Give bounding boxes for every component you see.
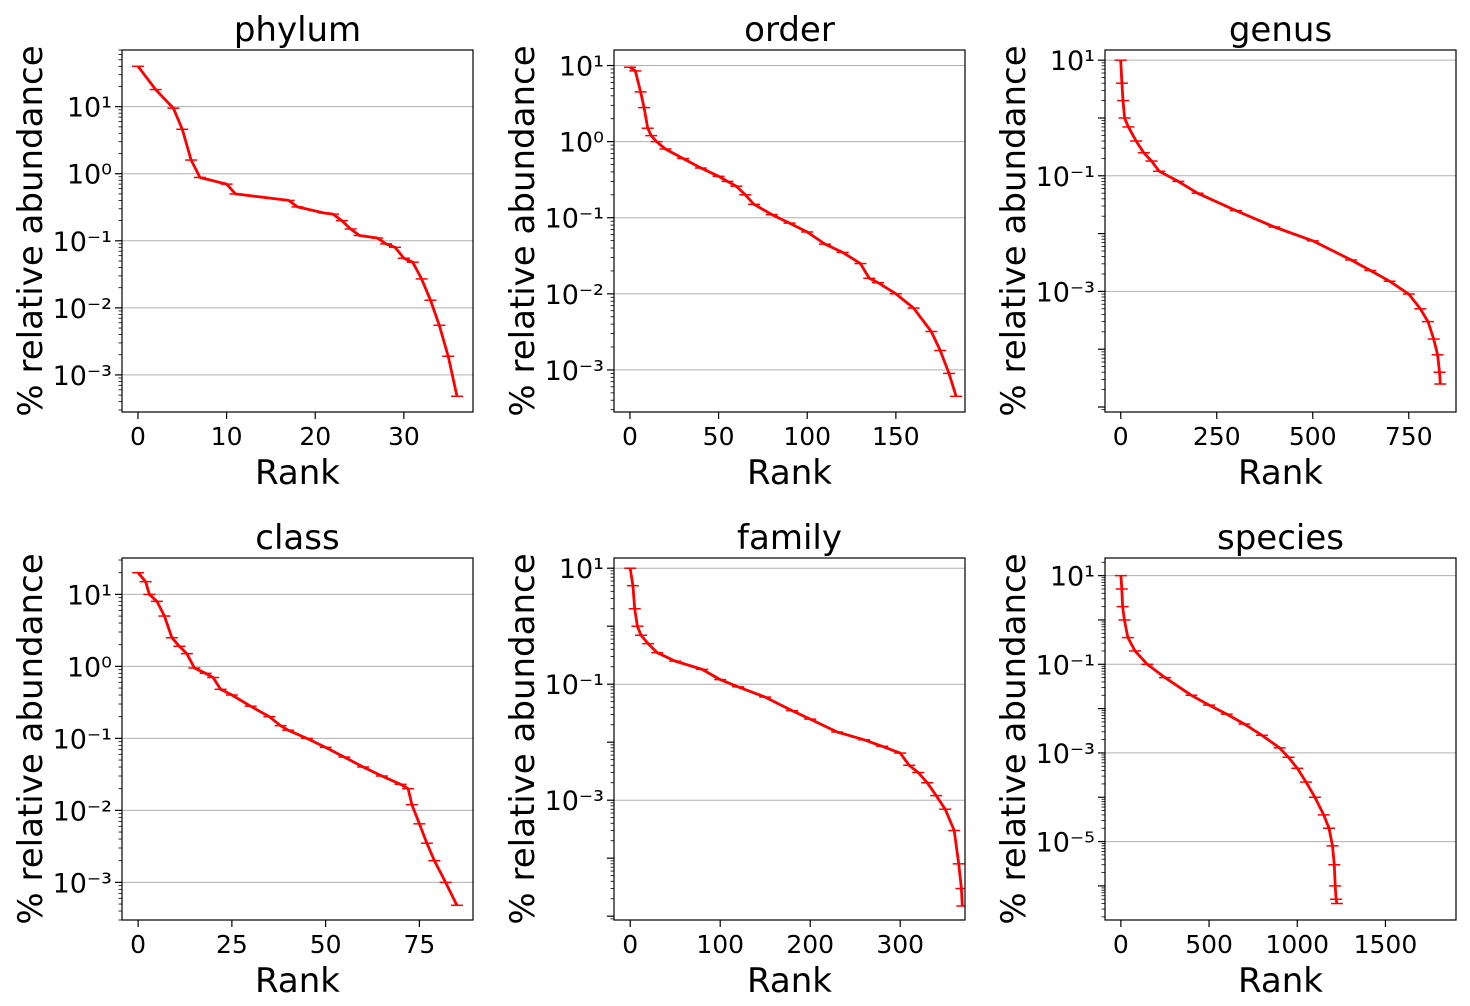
y-tick-label: 10⁻²	[53, 796, 112, 827]
y-tick-label: 10¹	[559, 554, 604, 585]
y-tick-label: 10¹	[67, 580, 112, 611]
y-axis-label: % relative abundance	[503, 45, 543, 416]
panel-class: 10⁻³ 10⁻² 10⁻¹ 10⁰ 10¹ 0 25 50 75 class Rank % rela…	[11, 518, 474, 1001]
y-tick-label: 10¹	[1050, 46, 1095, 77]
y-tick-label: 10⁻¹	[53, 724, 112, 755]
x-tick-label: 300	[876, 930, 924, 959]
axes-frame	[1104, 49, 1457, 413]
x-tick-label: 50	[310, 930, 342, 959]
x-tick-label: 100	[696, 930, 744, 959]
x-axis-label: Rank	[1238, 961, 1323, 1001]
axes-frame	[613, 49, 966, 413]
y-tick-label: 10⁰	[67, 652, 112, 683]
x-tick-label: 75	[403, 930, 435, 959]
y-axis-label: % relative abundance	[994, 553, 1034, 924]
panel-family: 10⁻³ 10⁻¹ 10¹ 0 100 200 300 family Rank % relativ…	[503, 518, 966, 1001]
series-line	[1119, 575, 1339, 904]
x-tick-label: 200	[786, 930, 834, 959]
x-tick-label: 250	[1193, 422, 1241, 451]
y-tick-label: 10⁻¹	[1036, 650, 1095, 681]
x-axis-label: Rank	[255, 961, 340, 1001]
x-tick-label: 0	[622, 422, 638, 451]
chart-title: phylum	[234, 10, 361, 50]
y-tick-label: 10⁻¹	[545, 670, 604, 701]
panel-species: 10⁻⁵ 10⁻³ 10⁻¹ 10¹ 0 500 1000 1500 species Rank % …	[994, 518, 1457, 1001]
x-axis-label: Rank	[1238, 453, 1323, 493]
y-tick-label: 10⁻¹	[545, 204, 604, 235]
y-tick-label: 10¹	[559, 52, 604, 83]
y-tick-label: 10⁻³	[1036, 739, 1095, 770]
x-tick-label: 1500	[1354, 930, 1418, 959]
series	[1114, 574, 1343, 905]
axes-frame	[1104, 557, 1457, 921]
x-axis-label: Rank	[747, 961, 832, 1001]
x-tick-label: 500	[1289, 422, 1337, 451]
x-tick-label: 0	[1113, 930, 1129, 959]
y-tick-label: 10⁻³	[1036, 277, 1095, 308]
x-tick-label: 0	[130, 930, 146, 959]
y-axis-label: % relative abundance	[11, 553, 51, 924]
series-line	[137, 571, 459, 906]
y-tick-label: 10¹	[67, 93, 112, 124]
x-tick-label: 1000	[1265, 930, 1329, 959]
x-tick-label: 25	[216, 930, 248, 959]
x-axis-label: Rank	[747, 453, 832, 493]
panel-genus: 10⁻³ 10⁻¹ 10¹ 0 250 500 750 genus Rank % relative…	[994, 10, 1457, 493]
y-tick-label: 10⁰	[67, 160, 112, 191]
x-tick-label: 20	[299, 422, 331, 451]
y-tick-label: 10⁻³	[53, 361, 112, 392]
series	[132, 571, 463, 907]
y-tick-label: 10⁻¹	[53, 227, 112, 258]
panel-order: 10⁻³ 10⁻² 10⁻¹ 10⁰ 10¹ 0 50 100 150 order Rank % re…	[503, 10, 966, 493]
series	[623, 66, 963, 398]
series-line	[136, 65, 459, 397]
x-tick-label: 150	[872, 422, 920, 451]
axes-frame	[121, 49, 474, 413]
x-tick-label: 30	[388, 422, 420, 451]
y-tick-label: 10⁻²	[545, 280, 604, 311]
series-line	[1119, 60, 1442, 385]
y-axis-label: % relative abundance	[994, 45, 1034, 416]
y-tick-label: 10⁰	[559, 128, 604, 159]
series-line	[629, 66, 958, 397]
x-tick-label: 0	[1113, 422, 1129, 451]
y-tick-label: 10⁻³	[53, 868, 112, 899]
x-tick-label: 0	[130, 422, 146, 451]
axes-frame	[121, 557, 474, 921]
chart-title: order	[744, 10, 835, 50]
chart-title: class	[255, 518, 339, 558]
panel-phylum: 10⁻³ 10⁻² 10⁻¹ 10⁰ 10¹ 0 10 20 30 phylum Rank % rel…	[11, 10, 474, 493]
series	[624, 567, 965, 907]
x-axis-label: Rank	[255, 453, 340, 493]
series-line	[628, 567, 964, 907]
x-tick-label: 10	[211, 422, 243, 451]
x-tick-label: 750	[1385, 422, 1433, 451]
y-tick-label: 10⁻⁵	[1036, 828, 1095, 859]
y-tick-label: 10⁻³	[545, 356, 604, 387]
chart-title: family	[737, 518, 842, 558]
x-tick-label: 50	[703, 422, 735, 451]
y-axis-label: % relative abundance	[11, 45, 51, 416]
x-tick-label: 100	[783, 422, 831, 451]
chart-title: genus	[1229, 10, 1332, 50]
y-tick-label: 10⁻²	[53, 294, 112, 325]
x-tick-label: 0	[622, 930, 638, 959]
y-tick-label: 10⁻¹	[1036, 162, 1095, 193]
x-tick-label: 500	[1185, 930, 1233, 959]
chart-title: species	[1217, 518, 1344, 558]
axes-frame	[613, 557, 966, 921]
y-tick-label: 10⁻³	[545, 786, 604, 817]
series	[131, 65, 464, 398]
y-axis-label: % relative abundance	[503, 553, 543, 924]
y-tick-label: 10¹	[1050, 562, 1095, 593]
series	[1114, 59, 1447, 385]
